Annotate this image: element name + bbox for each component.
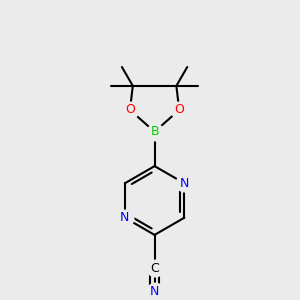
Text: B: B <box>150 125 159 138</box>
Text: N: N <box>120 211 130 224</box>
Text: N: N <box>150 285 159 298</box>
Text: O: O <box>174 103 184 116</box>
Text: O: O <box>125 103 135 116</box>
Text: C: C <box>150 262 159 275</box>
Text: N: N <box>180 177 189 190</box>
